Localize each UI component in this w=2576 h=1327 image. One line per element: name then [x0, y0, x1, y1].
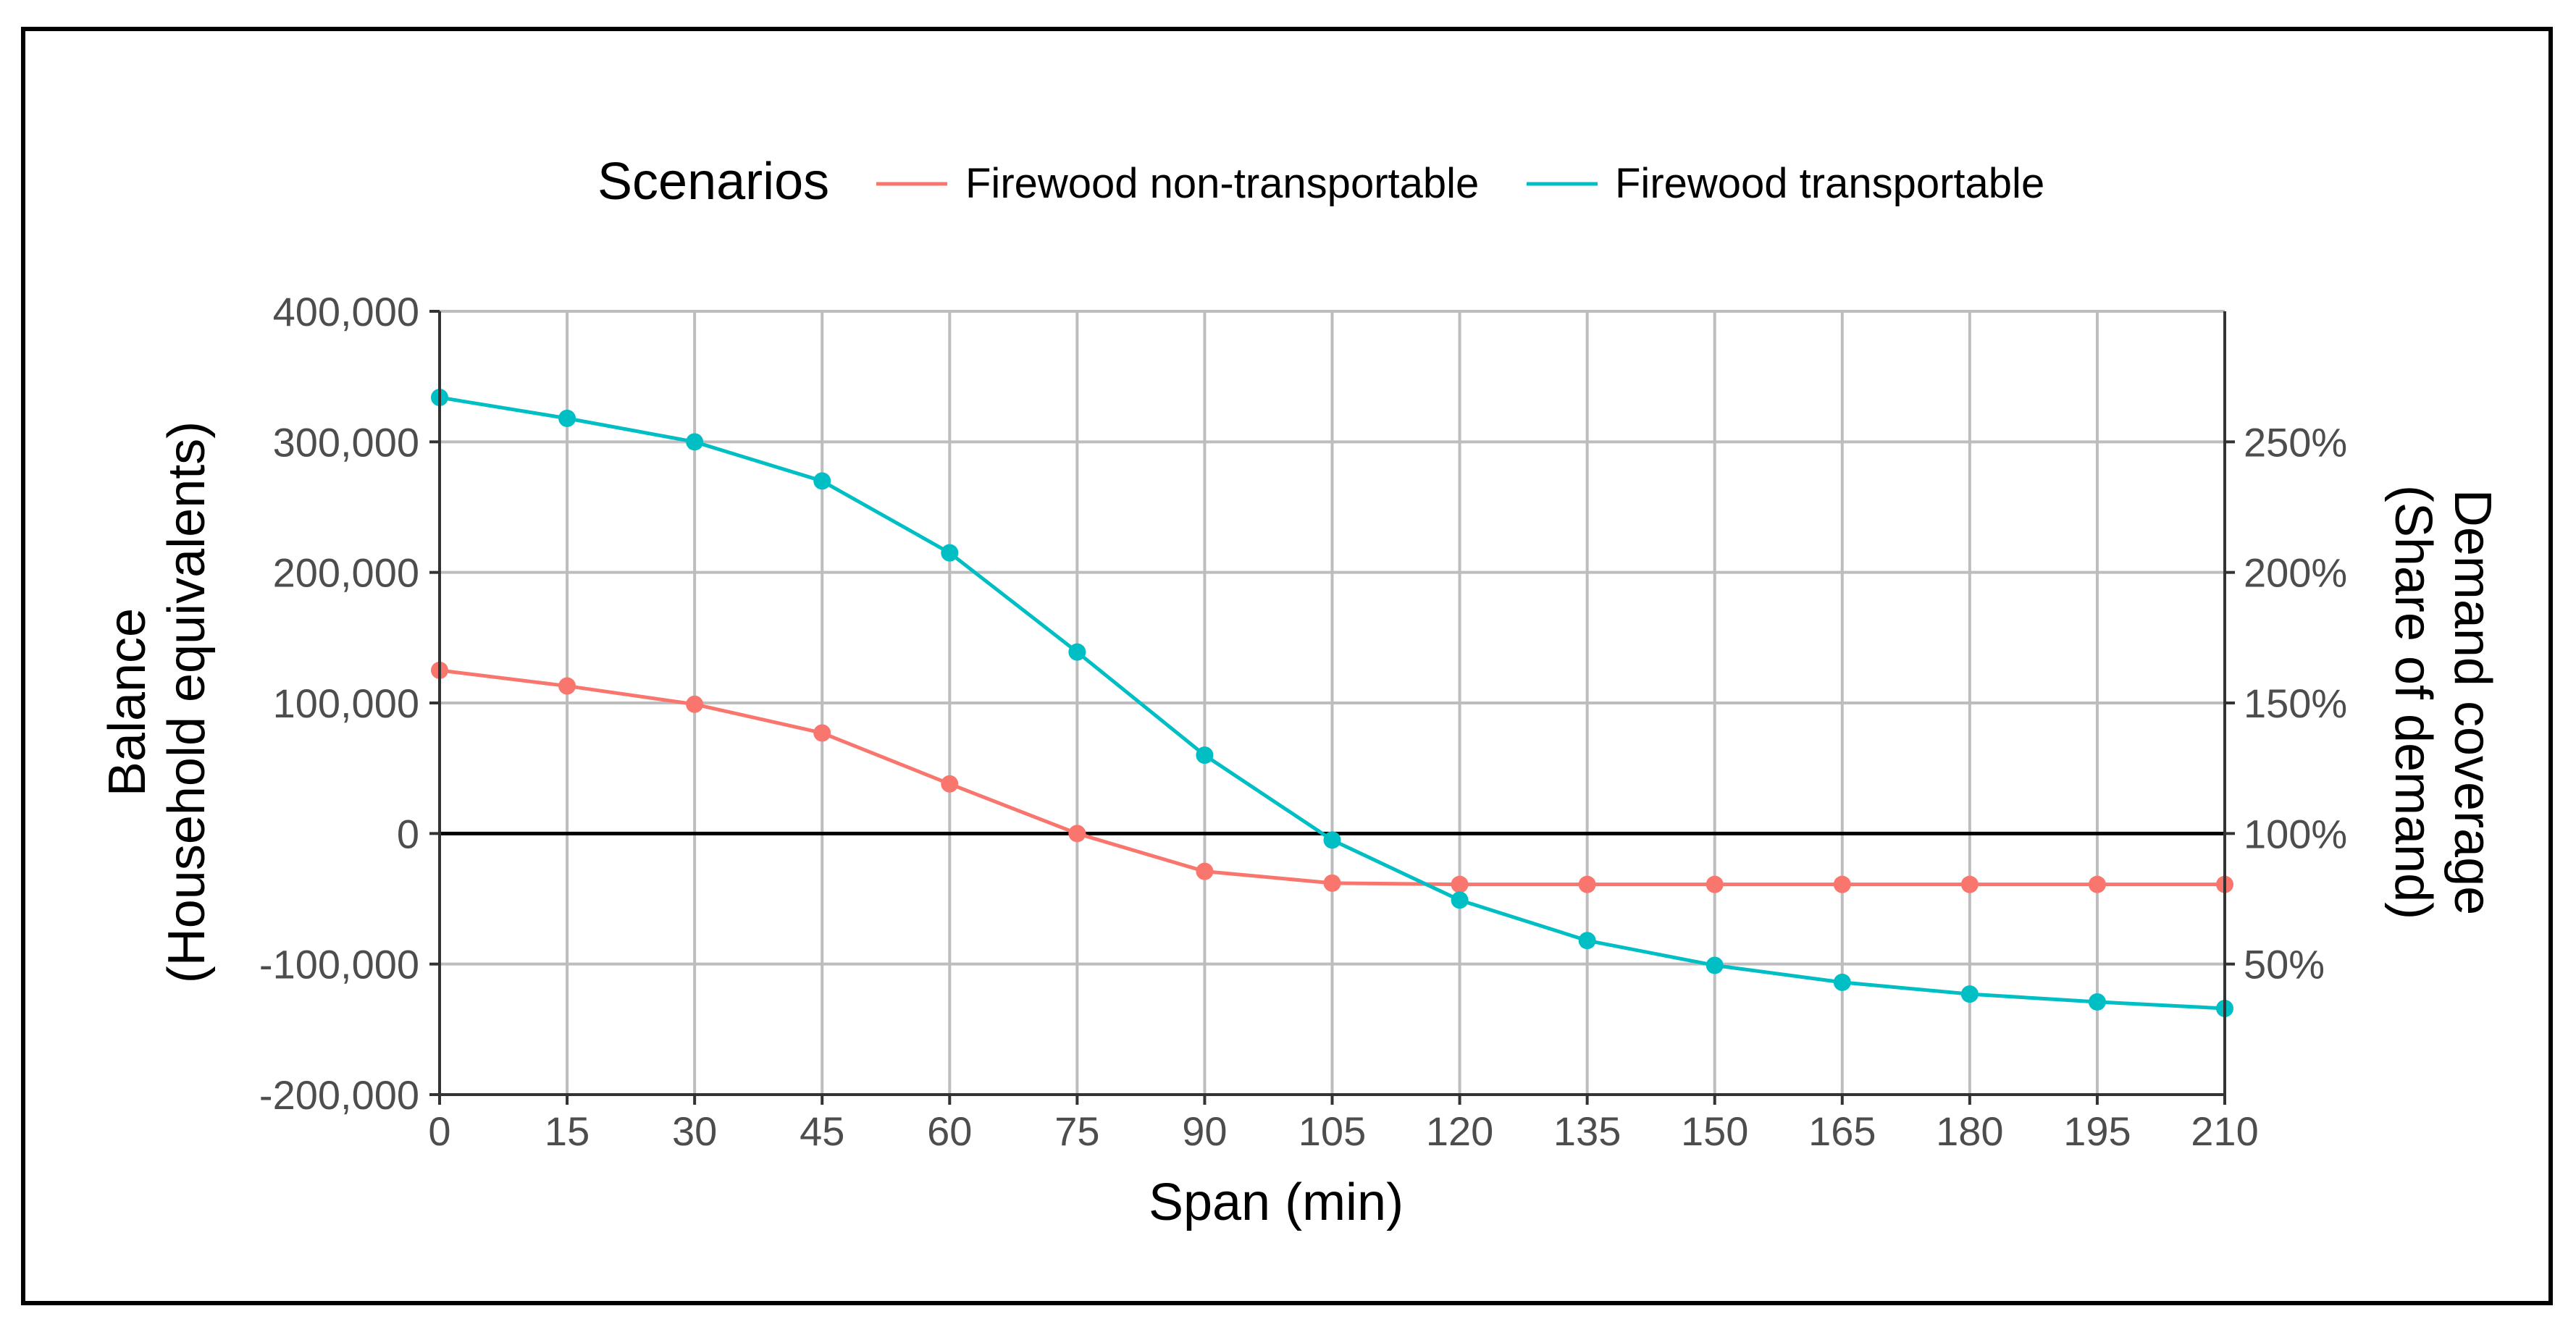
y-axis-ticks: -200,000 -100,000 0 100,000 200,000 300,000 40… [259, 289, 440, 1118]
y-tick-label: 0 [397, 811, 419, 856]
data-point-series-0 [1578, 875, 1596, 893]
y2-axis-title-line2: (Share of demand) [2384, 485, 2442, 919]
y2-axis-ticks: 50% 100% 150% 200% 250% [2225, 419, 2347, 987]
series-layer [431, 389, 2233, 1017]
data-point-series-0 [1196, 862, 1214, 880]
y2-tick-label: 50% [2244, 942, 2325, 987]
y-tick-label: 100,000 [273, 681, 419, 726]
data-point-series-1 [1960, 985, 1979, 1003]
x-axis-ticks: 0 15 30 45 60 75 90 105 120 135 150 165 180 195 210 [428, 1095, 2259, 1154]
x-tick-label: 0 [428, 1108, 450, 1154]
figure-frame [21, 27, 2553, 1305]
data-point-series-0 [1960, 875, 1979, 893]
x-tick-label: 30 [672, 1108, 717, 1154]
x-tick-label: 135 [1553, 1108, 1621, 1154]
data-point-series-0 [1451, 875, 1469, 893]
data-point-series-1 [813, 472, 831, 490]
x-tick-label: 150 [1681, 1108, 1748, 1154]
data-point-series-1 [1706, 956, 1724, 974]
legend: Scenarios Firewood non-transportable Fir… [597, 153, 2044, 211]
data-point-series-1 [1196, 746, 1214, 764]
y-tick-label: -200,000 [259, 1072, 419, 1118]
legend-item-non-transportable: Firewood non-transportable [876, 160, 1479, 207]
y2-axis-title: Demand coverage (Share of demand) [2384, 485, 2501, 919]
data-point-series-1 [1068, 643, 1086, 661]
data-point-series-1 [558, 409, 576, 427]
y2-tick-label: 250% [2244, 419, 2347, 465]
data-point-series-1 [1578, 932, 1596, 950]
data-point-series-0 [686, 695, 704, 713]
data-point-series-1 [1323, 831, 1341, 849]
x-tick-label: 195 [2063, 1108, 2131, 1154]
y-tick-label: -100,000 [259, 942, 419, 987]
x-tick-label: 210 [2191, 1108, 2258, 1154]
y2-tick-label: 100% [2244, 811, 2347, 856]
y-axis-title-line2: (Household equivalents) [158, 421, 216, 983]
data-point-series-0 [1706, 875, 1724, 893]
data-point-series-1 [1451, 891, 1469, 909]
legend-item-transportable: Firewood transportable [1527, 160, 2044, 207]
y2-axis-title-line1: Demand coverage [2443, 489, 2501, 915]
x-tick-label: 45 [800, 1108, 844, 1154]
data-point-series-1 [941, 544, 959, 562]
y-tick-label: 200,000 [273, 550, 419, 596]
data-point-series-0 [813, 724, 831, 742]
y-tick-label: 400,000 [273, 289, 419, 334]
data-point-series-0 [941, 775, 959, 793]
data-point-series-0 [558, 677, 576, 695]
data-point-series-1 [2088, 993, 2106, 1011]
y2-tick-label: 200% [2244, 550, 2347, 596]
data-point-series-1 [686, 433, 704, 451]
x-tick-label: 60 [927, 1108, 972, 1154]
x-tick-label: 120 [1426, 1108, 1493, 1154]
y-axis-title-line1: Balance [98, 608, 156, 796]
x-tick-label: 90 [1182, 1108, 1227, 1154]
data-point-series-0 [2088, 875, 2106, 893]
x-tick-label: 180 [1936, 1108, 2003, 1154]
legend-label-transportable: Firewood transportable [1615, 160, 2044, 207]
data-point-series-0 [1323, 874, 1341, 892]
y-axis-title: Balance (Household equivalents) [98, 421, 216, 983]
x-axis-title: Span (min) [1149, 1174, 1404, 1231]
x-tick-label: 75 [1054, 1108, 1099, 1154]
x-tick-label: 15 [545, 1108, 590, 1154]
legend-title: Scenarios [597, 153, 829, 211]
y-tick-label: 300,000 [273, 419, 419, 465]
y2-tick-label: 150% [2244, 681, 2347, 726]
x-tick-label: 165 [1808, 1108, 1876, 1154]
legend-label-non-transportable: Firewood non-transportable [965, 160, 1479, 207]
data-point-series-0 [1833, 875, 1851, 893]
data-point-series-1 [1833, 973, 1851, 991]
data-point-series-0 [1068, 825, 1086, 843]
x-tick-label: 105 [1299, 1108, 1366, 1154]
